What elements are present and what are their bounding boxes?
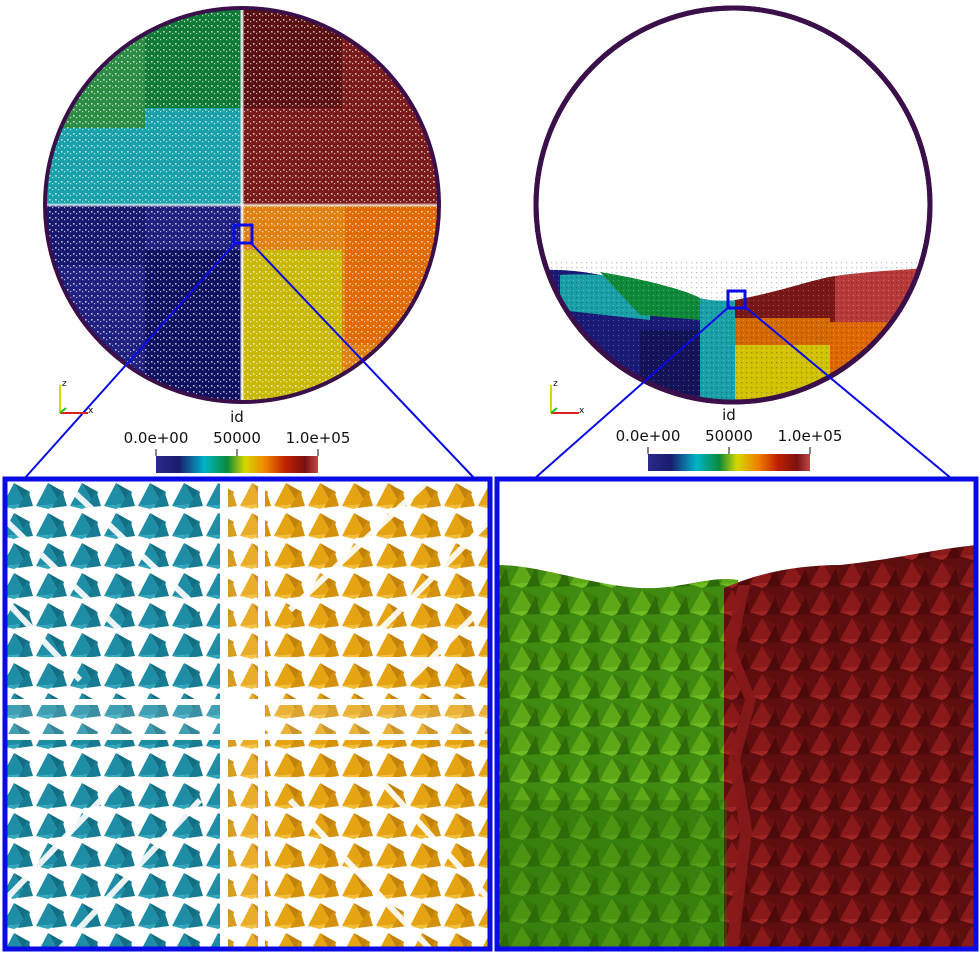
left-zoom-frame [2,476,493,952]
zoom-amber-region-upper [265,479,490,701]
left-zoom-panel [5,479,490,949]
left-colorbar-gradient-bar [156,456,318,473]
left-colorbar-max-label: 1.0e+05 [286,429,351,447]
left-colorbar: id 0.0e+00 50000 1.0e+05 [124,408,351,473]
zoom-connector-lines [23,241,953,480]
left-axes-triad: z x [59,379,94,416]
left-colorbar-mid-label: 50000 [213,429,261,447]
right-zoom-frame [494,476,979,952]
right-colorbar-mid-label: 50000 [705,427,753,445]
left-colorbar-title: id [230,408,244,426]
left-zoom-marker [232,223,254,245]
right-colorbar-max-label: 1.0e+05 [778,427,843,445]
right-colorbar-title: id [722,406,736,424]
right-zoom-panel [497,479,976,949]
zoom-amber-region-lower [265,735,490,949]
right-colorbar: id 0.0e+00 50000 1.0e+05 [616,406,843,471]
right-axis-x-label: x [579,406,585,416]
left-drum-rim [43,6,441,404]
zoom-red-region [724,545,976,949]
left-axis-x-label: x [88,406,94,416]
right-colorbar-gradient-bar [648,454,810,471]
zoom-teal-region-lower [5,735,220,949]
right-axes-triad: z x [550,379,585,416]
right-axis-z-label: z [553,379,558,389]
left-colorbar-min-label: 0.0e+00 [124,429,189,447]
right-colorbar-min-label: 0.0e+00 [616,427,681,445]
left-axis-z-label: z [62,379,67,389]
zoom-green-region [497,565,738,949]
right-zoom-marker [726,289,747,310]
zoom-teal-region-upper [5,479,220,701]
